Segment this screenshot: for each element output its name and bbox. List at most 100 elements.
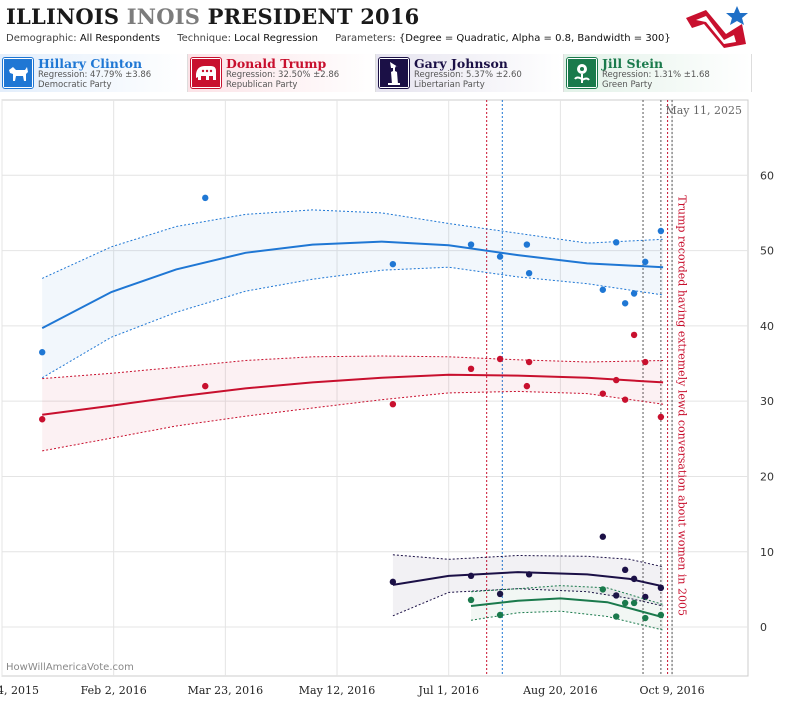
x-tick-label: Mar 23, 2016	[188, 684, 264, 697]
y-tick-label: 10	[760, 546, 774, 559]
poll-point	[642, 258, 649, 266]
poll-point	[621, 599, 629, 607]
x-tick-label: Oct 9, 2016	[640, 684, 705, 697]
x-tick-label: May 12, 2016	[299, 684, 376, 697]
poll-point	[496, 590, 504, 598]
poll-point	[613, 376, 620, 384]
poll-point	[467, 596, 475, 604]
poll-point	[467, 241, 475, 248]
poll-point	[39, 349, 46, 356]
poll-point	[39, 416, 46, 423]
plot-area	[1, 99, 749, 677]
x-tick-label: Aug 20, 2016	[522, 684, 598, 697]
poll-point	[525, 269, 533, 277]
candidate-name: Gary Johnson	[414, 56, 508, 71]
poll-point	[496, 253, 504, 260]
meta-value-technique: Local Regression	[234, 33, 318, 44]
confidence-upper-line	[41, 209, 664, 279]
confidence-upper-line	[42, 355, 664, 380]
confidence-band	[392, 554, 664, 616]
candidate-party: Libertarian Party	[414, 80, 485, 90]
meta-value-demographic: All Respondents	[79, 33, 161, 44]
poll-point	[599, 533, 607, 540]
candidate-party: Republican Party	[226, 80, 298, 90]
poll-point	[523, 382, 531, 390]
legend-item-stein[interactable]: Jill Stein Regression: 1.31% ±1.68 Green…	[564, 54, 752, 92]
event-annotation: Trump recorded having extremely lewd con…	[676, 195, 689, 616]
poll-point	[642, 614, 649, 622]
poll-point	[630, 599, 638, 607]
title-race: PRESIDENT 2016	[207, 4, 420, 29]
meta-key-demographic: Demographic:	[6, 33, 77, 44]
poll-point	[599, 286, 607, 293]
meta-key-parameters: Parameters:	[335, 33, 396, 44]
x-tick-label: Feb 2, 2016	[81, 684, 147, 697]
poll-point	[630, 575, 638, 583]
poll-point	[657, 227, 665, 235]
title-state-repeat: INOIS	[126, 4, 201, 29]
meta-value-parameters: {Degree = Quadratic, Alpha = 0.8, Bandwi…	[398, 33, 671, 44]
y-tick-label: 20	[760, 470, 774, 483]
poll-point	[389, 578, 397, 586]
confidence-lower-line	[392, 588, 664, 617]
poll-point	[389, 260, 397, 268]
date-label: May 11, 2025	[665, 104, 742, 117]
meta-key-technique: Technique:	[177, 33, 231, 44]
poll-chart: 0 10 20 30 40 50 60 Dec 14, 2015 Feb 2, 2016 Mar …	[0, 99, 774, 697]
statue-of-liberty-icon	[378, 57, 410, 89]
confidence-lower-line	[470, 610, 664, 631]
y-tick-label: 60	[760, 169, 774, 182]
poll-point	[467, 572, 475, 580]
candidate-party: Green Party	[602, 80, 653, 90]
poll-point	[642, 593, 649, 601]
confidence-band	[42, 209, 664, 378]
series-donald-trump	[39, 331, 665, 452]
legend-item-trump[interactable]: Donald Trump Regression: 32.50% ±2.86 Re…	[188, 54, 376, 92]
page-title: ILLINOIS INOIS PRESIDENT 2016	[6, 4, 419, 29]
poll-point	[613, 239, 620, 246]
confidence-lower-line	[41, 266, 664, 379]
trend-line	[470, 597, 664, 619]
confidence-band	[471, 585, 664, 631]
poll-point	[496, 611, 504, 619]
x-tick-label: Jul 1, 2016	[417, 684, 479, 697]
candidate-regression: Regression: 47.79% ±3.86	[38, 70, 152, 80]
watermark: HowWillAmericaVote.com	[6, 662, 134, 673]
poll-point	[630, 290, 638, 297]
candidate-name: Hillary Clinton	[38, 56, 143, 71]
poll-point	[523, 241, 531, 248]
confidence-band	[42, 356, 664, 451]
flower-icon	[566, 57, 598, 89]
poll-point	[621, 300, 629, 307]
y-tick-label: 30	[760, 395, 774, 408]
title-state: ILLINOIS	[6, 4, 120, 29]
candidate-regression: Regression: 1.31% ±1.68	[602, 70, 710, 80]
candidate-regression: Regression: 5.37% ±2.60	[414, 70, 522, 80]
poll-point	[621, 566, 629, 574]
legend-item-johnson[interactable]: Gary Johnson Regression: 5.37% ±2.60 Lib…	[376, 54, 564, 92]
poll-point	[621, 396, 629, 403]
confidence-upper-line	[470, 585, 664, 605]
poll-point	[657, 584, 665, 592]
poll-point	[613, 613, 620, 620]
candidate-name: Jill Stein	[602, 56, 664, 71]
series-gary-johnson	[389, 533, 665, 617]
poll-point	[202, 194, 209, 202]
y-tick-label: 0	[760, 621, 767, 634]
poll-point	[389, 400, 397, 408]
series-jill-stein	[467, 585, 665, 631]
y-tick-label: 50	[760, 245, 774, 258]
star-logo-icon	[686, 6, 748, 48]
poll-point	[630, 331, 638, 339]
poll-point	[642, 358, 649, 366]
legend-item-clinton[interactable]: Hillary Clinton Regression: 47.79% ±3.86…	[0, 54, 188, 92]
trend-line	[41, 240, 664, 329]
trend-line	[42, 373, 664, 416]
poll-point	[525, 571, 533, 578]
candidate-name: Donald Trump	[226, 56, 327, 71]
site-logo[interactable]	[686, 4, 750, 48]
poll-point	[657, 413, 665, 421]
candidate-regression: Regression: 32.50% ±2.86	[226, 70, 340, 80]
poll-point	[467, 365, 475, 372]
poll-point	[599, 586, 607, 593]
